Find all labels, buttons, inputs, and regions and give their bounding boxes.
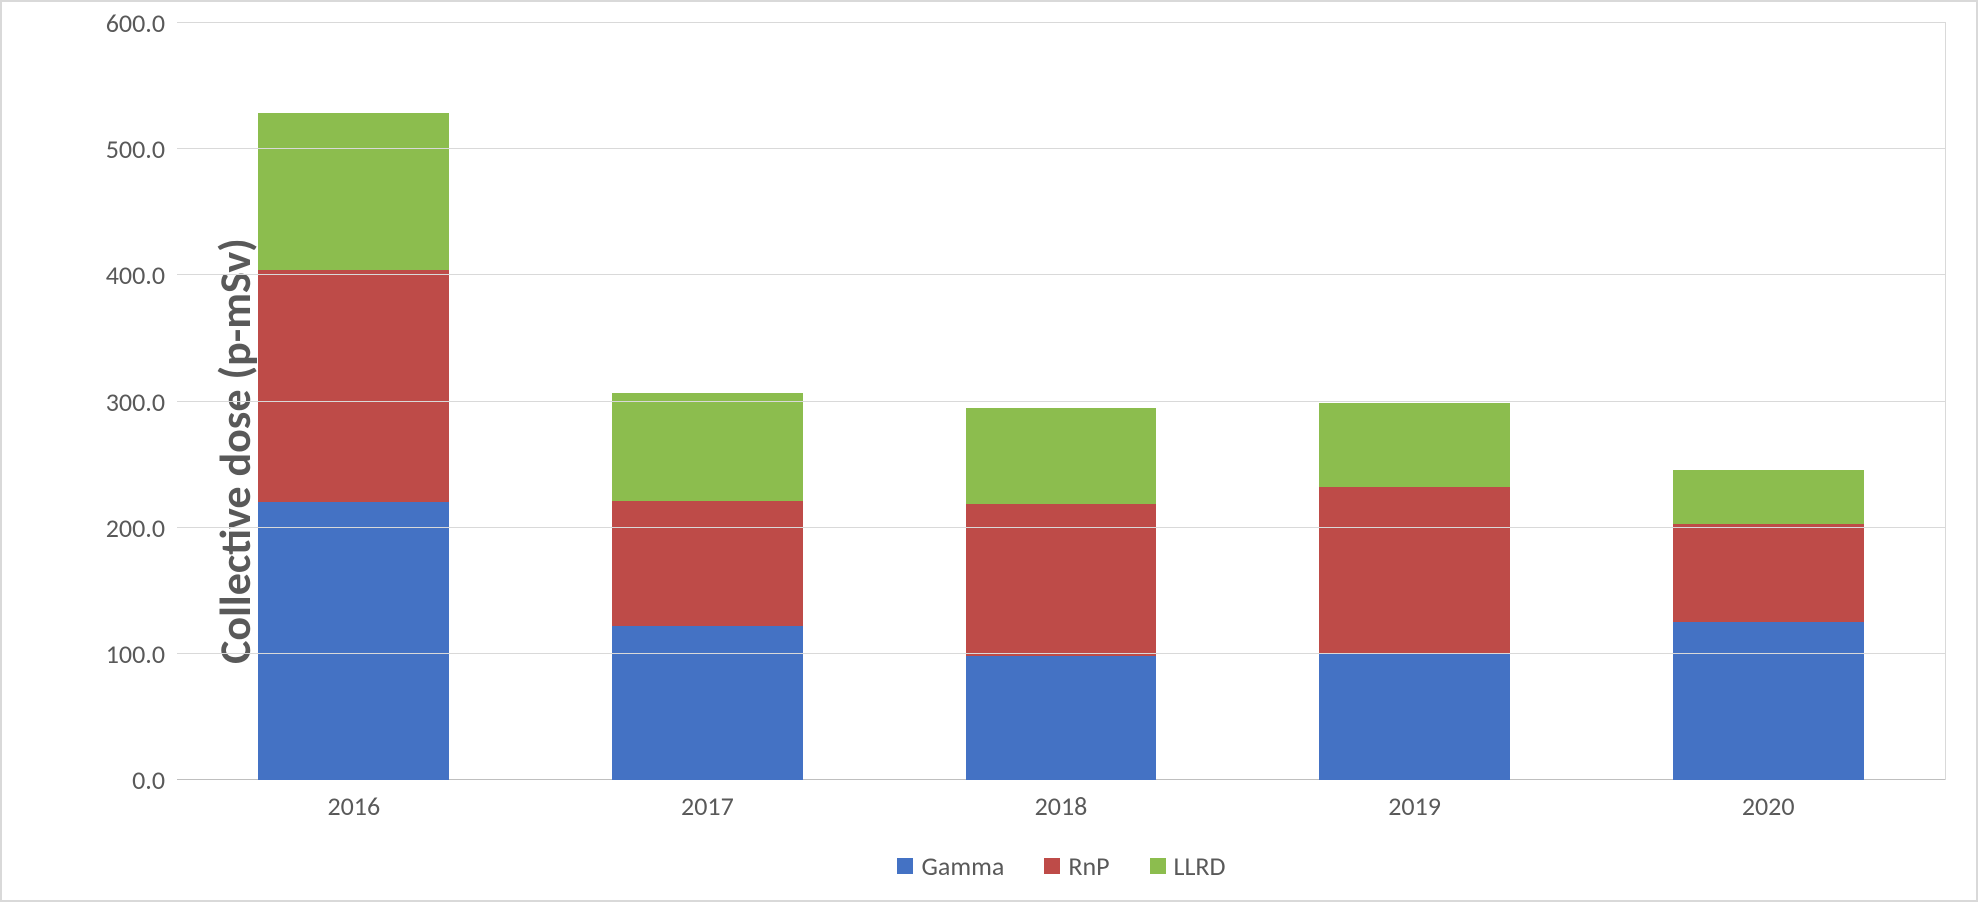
plot-area: 20162017201820192020 0.0100.0200.0300.04… [177,22,1946,780]
y-tick-label: 300.0 [106,386,177,418]
chart-container: Collective dose (p-mSv) 2016201720182019… [0,0,1978,902]
bar-segment-llrd [966,408,1157,504]
bar-slot: 2016 [177,23,531,780]
bar-slot: 2018 [884,23,1238,780]
gridline [177,653,1945,654]
bar-slot: 2019 [1238,23,1592,780]
stacked-bar [612,23,803,780]
bar-segment-gamma [612,626,803,780]
bar-segment-llrd [1673,470,1864,524]
legend-item-gamma: Gamma [897,850,1004,882]
bar-segment-llrd [612,393,803,502]
legend-label: RnP [1068,850,1109,882]
y-tick-label: 0.0 [132,764,177,796]
x-tick-label: 2018 [1035,780,1088,822]
legend-item-rnp: RnP [1044,850,1109,882]
stacked-bar [258,23,449,780]
stacked-bar [1319,23,1510,780]
y-tick-label: 500.0 [106,133,177,165]
bar-segment-rnp [612,501,803,626]
bar-segment-gamma [258,502,449,780]
bar-slot: 2017 [531,23,885,780]
legend-item-llrd: LLRD [1150,850,1226,882]
legend-swatch-icon [1150,858,1166,874]
gridline [177,274,1945,275]
y-tick-label: 400.0 [106,259,177,291]
stacked-bar [1673,23,1864,780]
bar-segment-gamma [1319,654,1510,780]
legend: Gamma RnP LLRD [177,850,1946,882]
bar-segment-rnp [1673,524,1864,622]
x-tick-label: 2016 [327,780,380,822]
bar-segment-rnp [1319,487,1510,654]
gridline [177,148,1945,149]
x-tick-label: 2020 [1742,780,1795,822]
legend-label: LLRD [1174,850,1226,882]
stacked-bar [966,23,1157,780]
bar-segment-gamma [1673,622,1864,780]
bar-segment-llrd [1319,403,1510,488]
y-tick-label: 100.0 [106,638,177,670]
gridline [177,401,1945,402]
bar-segment-llrd [258,113,449,271]
y-tick-label: 600.0 [106,7,177,39]
gridline [177,527,1945,528]
legend-swatch-icon [897,858,913,874]
y-tick-label: 200.0 [106,512,177,544]
bars-layer: 20162017201820192020 [177,23,1945,780]
bar-segment-rnp [258,270,449,502]
legend-label: Gamma [921,850,1004,882]
x-tick-label: 2019 [1388,780,1441,822]
legend-swatch-icon [1044,858,1060,874]
x-tick-label: 2017 [681,780,734,822]
gridline [177,22,1945,23]
bar-slot: 2020 [1591,23,1945,780]
bar-segment-gamma [966,656,1157,780]
